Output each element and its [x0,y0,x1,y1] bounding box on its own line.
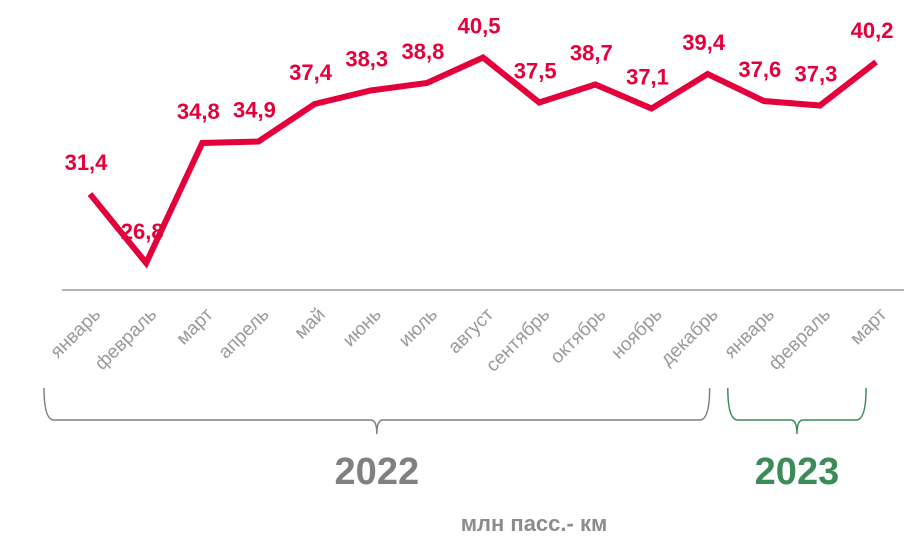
value-label: 37,5 [514,58,557,83]
value-label: 37,3 [795,61,838,86]
value-label: 40,2 [851,18,894,43]
x-tick-label: декабрь [657,304,723,370]
x-tick-label: март [172,304,217,349]
value-label: 37,1 [626,64,669,89]
x-tick-label: октябрь [546,304,610,368]
value-label: 38,7 [570,40,613,65]
group-label: 2023 [755,451,840,493]
value-label: 38,8 [401,39,444,64]
group-label: 2022 [335,451,420,493]
x-tick-label: август [444,304,498,358]
x-tick-label: июль [395,304,442,351]
line [87,54,878,269]
x-tick-label: июнь [339,304,386,351]
value-label: 34,8 [177,99,220,124]
value-label: 38,3 [345,46,388,71]
group-brace [43,387,711,435]
value-label: 37,6 [738,57,781,82]
x-tick-label: апрель [215,304,274,363]
value-label: 26,8 [121,219,164,244]
value-label: 39,4 [682,30,726,55]
x-tick-label: март [846,304,891,349]
value-label: 31,4 [65,150,109,175]
value-label: 34,9 [233,97,276,122]
x-axis-label: млн пасс.- км [461,511,607,536]
x-tick-label: февраль [91,304,161,374]
x-tick-label: февраль [765,304,835,374]
group-brace [727,387,867,435]
value-label: 40,5 [458,13,501,38]
value-label: 37,4 [289,60,333,85]
x-tick-label: май [291,304,330,343]
